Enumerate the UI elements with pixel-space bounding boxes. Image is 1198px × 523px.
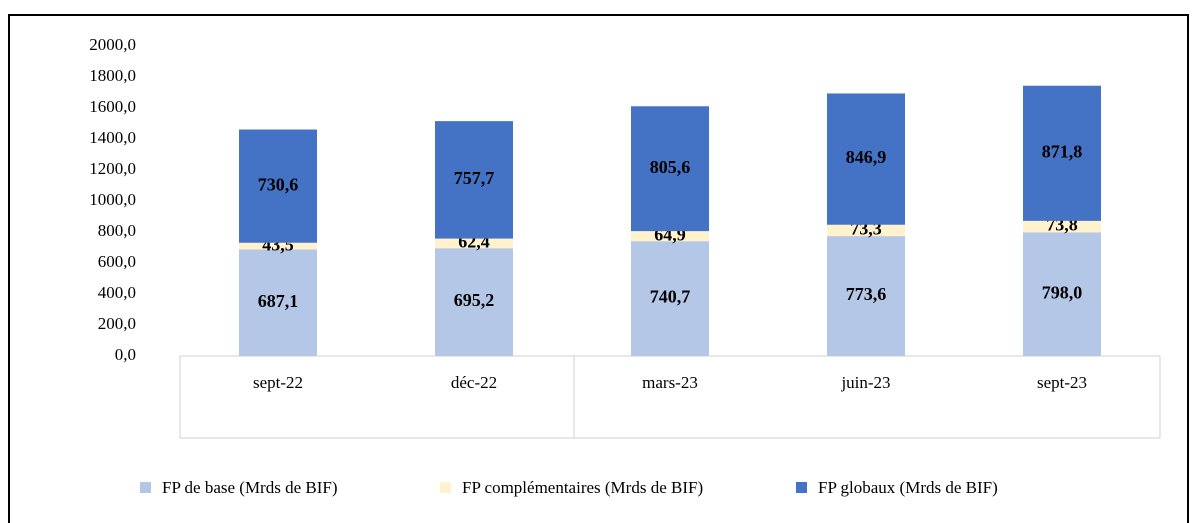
x-tick-label: mars-23 — [642, 373, 698, 392]
bar-segment — [827, 93, 905, 225]
bar-segment — [239, 249, 317, 356]
bar-segment — [239, 129, 317, 243]
y-tick-label: 200,0 — [98, 314, 136, 333]
data-label: 798,0 — [1042, 282, 1083, 302]
data-label: 805,6 — [650, 157, 691, 177]
y-tick-label: 1000,0 — [89, 190, 136, 209]
chart-frame — [8, 14, 1189, 523]
bar-segment — [827, 224, 905, 237]
bar-segment — [631, 106, 709, 232]
data-label: 846,9 — [846, 147, 887, 167]
legend-swatch — [440, 482, 451, 493]
data-label: 740,7 — [650, 287, 691, 307]
legend-label: FP globaux (Mrds de BIF) — [818, 478, 998, 497]
y-tick-label: 1800,0 — [89, 66, 136, 85]
bar-segment — [827, 236, 905, 356]
data-label: 757,7 — [454, 168, 495, 188]
legend-swatch — [140, 482, 151, 493]
y-tick-label: 600,0 — [98, 252, 136, 271]
bar-segment — [239, 242, 317, 250]
legend-swatch — [796, 482, 807, 493]
bar-segment — [435, 121, 513, 239]
y-tick-label: 400,0 — [98, 283, 136, 302]
data-label: 871,8 — [1042, 141, 1083, 161]
y-tick-label: 0,0 — [115, 345, 136, 364]
data-label: 695,2 — [454, 290, 495, 310]
y-tick-label: 800,0 — [98, 221, 136, 240]
data-label: 687,1 — [258, 291, 299, 311]
y-tick-label: 1600,0 — [89, 97, 136, 116]
bar-segment — [631, 241, 709, 356]
x-tick-label: juin-23 — [840, 373, 890, 392]
bar-segment — [1023, 232, 1101, 356]
x-tick-label: sept-23 — [1037, 373, 1087, 392]
data-label: 773,6 — [846, 284, 887, 304]
bar-segment — [631, 231, 709, 242]
bar-segment — [1023, 220, 1101, 233]
y-tick-label: 2000,0 — [89, 35, 136, 54]
x-tick-label: sept-22 — [253, 373, 303, 392]
legend-label: FP de base (Mrds de BIF) — [162, 478, 338, 497]
legend-label: FP complémentaires (Mrds de BIF) — [462, 478, 703, 497]
data-label: 730,6 — [258, 174, 299, 194]
bar-segment — [435, 238, 513, 249]
bar-segment — [1023, 85, 1101, 221]
x-tick-label: déc-22 — [451, 373, 497, 392]
bar-segment — [435, 248, 513, 356]
y-tick-label: 1200,0 — [89, 159, 136, 178]
y-tick-label: 1400,0 — [89, 128, 136, 147]
